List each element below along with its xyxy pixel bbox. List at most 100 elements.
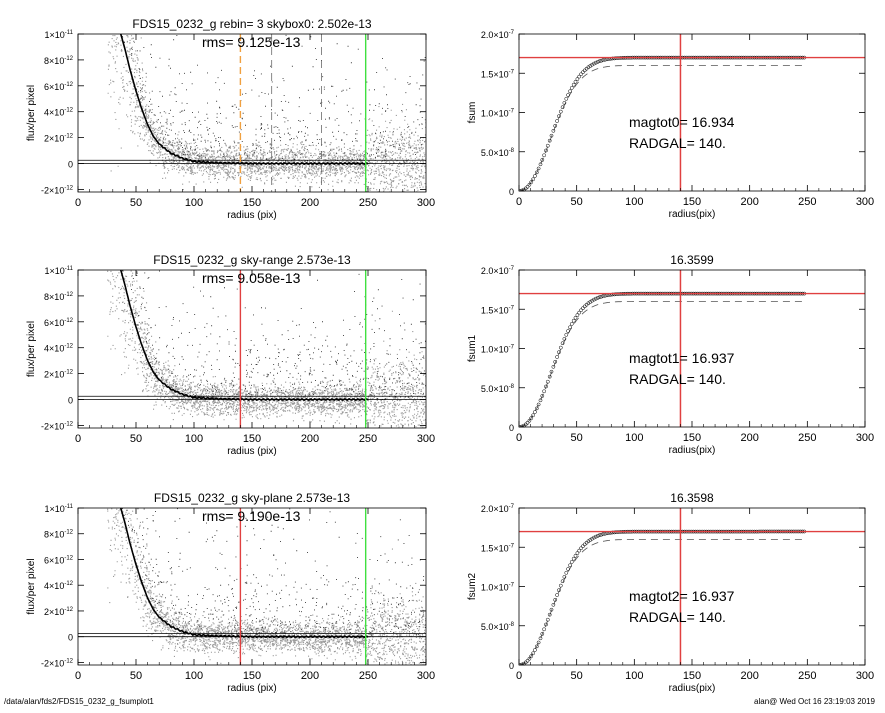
radgal-annotation: RADGAL= 140. — [629, 609, 726, 625]
x-tick-label: 100 — [625, 670, 643, 682]
magtot-annotation: magtot0= 16.934 — [629, 114, 735, 130]
x-tick-label: 150 — [683, 670, 701, 682]
footer-path: /data/alan/fds2/FDS15_0232_g_fsumplot1 — [4, 697, 154, 706]
y-tick-label: 0 — [68, 396, 73, 406]
scatter-points-dark — [121, 508, 426, 638]
growth-2-plot-area — [519, 270, 865, 427]
y-tick-label: 2×10-12 — [44, 134, 74, 144]
y-tick-label: 5.0×10-8 — [481, 148, 515, 158]
x-tick-label: 50 — [571, 432, 583, 444]
x-tick-label: 300 — [856, 432, 874, 444]
profile-2-plot-area — [78, 270, 426, 428]
profile-1-chart: 0 50 100 150 200 250 300-2×10-1202×10-124×10-1… — [26, 17, 435, 221]
x-tick-label: 200 — [740, 432, 758, 444]
x-axis-label: radius(pix) — [669, 445, 716, 456]
x-tick-label: 150 — [243, 197, 261, 209]
y-tick-label: 1×10-11 — [44, 266, 73, 276]
x-tick-label: 100 — [625, 432, 643, 444]
growth-3-plot-area — [519, 508, 865, 665]
scatter-points-light — [107, 35, 426, 192]
rms-annotation: rms= 9.190e-13 — [202, 508, 301, 524]
x-tick-label: 0 — [516, 670, 522, 682]
x-tick-label: 150 — [243, 670, 261, 682]
magtot-annotation: magtot2= 16.937 — [629, 588, 735, 604]
profile-1-plot-area — [78, 34, 426, 192]
growth-2-chart: 0 50 100 150 200 250 300 0 5.0×10-8 1.0×10-7 1.5×1… — [467, 253, 874, 456]
y-axis-label: fsum2 — [467, 572, 478, 600]
y-tick-label: 8×10-12 — [44, 56, 74, 66]
profile-2-chart: 0 50 100 150 200 250 300-2×10-1202×10-124×10-1… — [26, 253, 435, 457]
x-tick-label: 300 — [856, 670, 874, 682]
x-tick-label: 50 — [130, 433, 142, 445]
y-tick-label: 0 — [509, 661, 514, 671]
rms-annotation: rms= 9.125e-13 — [202, 34, 301, 50]
y-tick-label: 0 — [509, 187, 514, 197]
y-tick-label: 0 — [509, 423, 514, 433]
x-tick-label: 200 — [301, 197, 319, 209]
chart-title: FDS15_0232_g sky-range 2.573e-13 — [153, 253, 351, 267]
x-tick-label: 50 — [571, 670, 583, 682]
scatter-points-light — [107, 508, 426, 665]
x-tick-label: 300 — [417, 197, 435, 209]
y-tick-label: 1.0×10-7 — [481, 345, 515, 355]
x-tick-label: 50 — [571, 196, 583, 208]
y-tick-label: 1.5×10-7 — [481, 69, 515, 79]
y-tick-label: 2.0×10-7 — [481, 266, 515, 276]
y-tick-label: 1.0×10-7 — [481, 109, 515, 119]
x-tick-label: 250 — [798, 196, 816, 208]
x-tick-label: 300 — [417, 670, 435, 682]
x-axis-label: radius(pix) — [669, 683, 716, 694]
y-tick-label: 4×10-12 — [44, 344, 74, 354]
y-axis-label: fsum1 — [467, 334, 478, 362]
x-tick-label: 150 — [683, 432, 701, 444]
growth-1-chart: 0 50 100 150 200 250 300 0 5.0×10-8 1.0×10-7 1.5×1… — [467, 30, 874, 220]
scatter-points-dark — [122, 270, 426, 401]
x-tick-label: 250 — [359, 433, 377, 445]
x-axis-label: radius (pix) — [227, 210, 276, 221]
y-tick-label: 4×10-12 — [44, 108, 74, 118]
x-tick-label: 150 — [683, 196, 701, 208]
y-tick-label: 8×10-12 — [44, 292, 74, 302]
x-tick-label: 0 — [75, 670, 81, 682]
x-tick-label: 100 — [625, 196, 643, 208]
x-tick-label: 300 — [417, 433, 435, 445]
chart-title: FDS15_0232_g sky-plane 2.573e-13 — [154, 491, 350, 505]
scatter-points-light — [107, 270, 426, 428]
y-tick-label: 2×10-12 — [44, 370, 74, 380]
x-tick-label: 100 — [185, 197, 203, 209]
magtot-annotation: magtot1= 16.937 — [629, 350, 735, 366]
x-tick-label: 300 — [856, 196, 874, 208]
y-tick-label: 4×10-12 — [44, 581, 74, 591]
footer-stamp: alan@ Wed Oct 16 23:19:03 2019 — [754, 697, 875, 706]
y-tick-label: 1.5×10-7 — [481, 543, 515, 553]
x-tick-label: 100 — [185, 433, 203, 445]
y-tick-label: 6×10-12 — [44, 555, 74, 565]
y-tick-label: 5.0×10-8 — [481, 384, 515, 394]
y-tick-label: -2×10-12 — [41, 421, 74, 431]
x-tick-label: 200 — [740, 670, 758, 682]
x-tick-label: 200 — [301, 670, 319, 682]
y-tick-label: 6×10-12 — [44, 318, 74, 328]
y-tick-label: 8×10-12 — [44, 530, 74, 540]
x-tick-label: 200 — [740, 196, 758, 208]
radgal-annotation: RADGAL= 140. — [629, 371, 726, 387]
x-tick-label: 0 — [516, 196, 522, 208]
chart-title: 16.3599 — [670, 253, 714, 267]
y-tick-label: 2.0×10-7 — [481, 504, 515, 514]
rms-annotation: rms= 9.058e-13 — [202, 270, 301, 286]
y-axis-label: flux/per pixel — [26, 85, 37, 141]
y-axis-label: flux/per pixel — [26, 321, 37, 377]
y-tick-label: -2×10-12 — [41, 658, 74, 668]
x-tick-label: 0 — [75, 197, 81, 209]
radgal-annotation: RADGAL= 140. — [629, 135, 726, 151]
x-axis-label: radius(pix) — [669, 209, 716, 220]
y-axis-label: fsum — [467, 102, 478, 124]
y-tick-label: 2×10-12 — [44, 607, 74, 617]
y-tick-label: 1×10-11 — [44, 504, 73, 514]
profile-3-chart: 0 50 100 150 200 250 300-2×10-1202×10-124×10-1… — [26, 491, 435, 694]
y-tick-label: 1×10-11 — [44, 30, 73, 40]
x-tick-label: 50 — [130, 670, 142, 682]
x-tick-label: 250 — [798, 670, 816, 682]
